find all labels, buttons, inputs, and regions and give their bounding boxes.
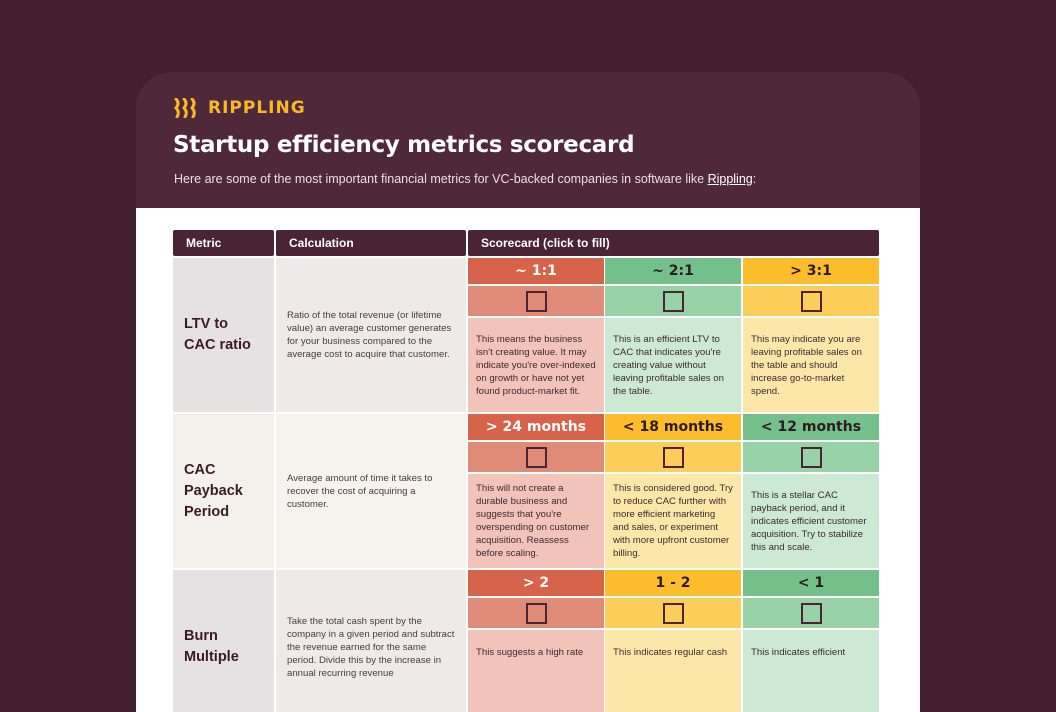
card-header: RIPPLING Startup efficiency metrics scor… bbox=[136, 72, 920, 208]
score-description: This indicates regular cash bbox=[605, 630, 741, 712]
score-checkbox[interactable] bbox=[525, 290, 547, 312]
score-checkbox[interactable] bbox=[662, 290, 684, 312]
score-threshold-label: > 2 bbox=[468, 570, 604, 596]
score-threshold-label: < 12 months bbox=[743, 414, 879, 440]
score-checkbox-cell[interactable] bbox=[605, 286, 741, 316]
metric-calculation: Ratio of the total revenue (or lifetime … bbox=[276, 258, 466, 412]
score-checkbox[interactable] bbox=[662, 602, 684, 624]
score-threshold-label: 1 - 2 bbox=[605, 570, 741, 596]
score-threshold-label: < 1 bbox=[743, 570, 879, 596]
score-checkbox[interactable] bbox=[800, 290, 822, 312]
score-threshold-label: < 18 months bbox=[605, 414, 741, 440]
score-description: This will not create a durable business … bbox=[468, 474, 604, 568]
score-threshold-label: ~ 2:1 bbox=[605, 258, 741, 284]
subtitle-suffix: : bbox=[752, 172, 757, 186]
page-title: Startup efficiency metrics scorecard bbox=[173, 132, 635, 158]
metric-name: Burn Multiple bbox=[173, 570, 274, 712]
metric-name: CAC Payback Period bbox=[173, 414, 274, 568]
score-checkbox[interactable] bbox=[800, 446, 822, 468]
score-description: This is a stellar CAC payback period, an… bbox=[743, 474, 879, 568]
header-metric: Metric bbox=[173, 230, 274, 256]
score-description: This suggests a high rate bbox=[468, 630, 604, 712]
metric-calculation: Take the total cash spent by the company… bbox=[276, 570, 466, 712]
score-checkbox-cell[interactable] bbox=[743, 286, 879, 316]
score-description: This may indicate you are leaving profit… bbox=[743, 318, 879, 412]
metric-calculation: Average amount of time it takes to recov… bbox=[276, 414, 466, 568]
score-threshold-label: > 3:1 bbox=[743, 258, 879, 284]
header-calculation: Calculation bbox=[276, 230, 466, 256]
rippling-link[interactable]: Rippling bbox=[707, 172, 753, 186]
rippling-logo-icon bbox=[174, 98, 196, 118]
score-checkbox-cell[interactable] bbox=[605, 598, 741, 628]
subtitle-text: Here are some of the most important fina… bbox=[174, 172, 708, 186]
score-checkbox-cell[interactable] bbox=[743, 442, 879, 472]
score-checkbox[interactable] bbox=[525, 602, 547, 624]
score-checkbox-cell[interactable] bbox=[605, 442, 741, 472]
score-description: This is an efficient LTV to CAC that ind… bbox=[605, 318, 741, 412]
score-checkbox[interactable] bbox=[800, 602, 822, 624]
brand-logo: RIPPLING bbox=[174, 98, 306, 118]
header-scorecard: Scorecard (click to fill) bbox=[468, 230, 879, 256]
metric-name: LTV to CAC ratio bbox=[173, 258, 274, 412]
score-checkbox-cell[interactable] bbox=[468, 442, 604, 472]
score-checkbox-cell[interactable] bbox=[468, 286, 604, 316]
score-checkbox-cell[interactable] bbox=[743, 598, 879, 628]
brand-name: RIPPLING bbox=[208, 98, 306, 118]
card-body: Metric Calculation Scorecard (click to f… bbox=[136, 208, 920, 712]
score-checkbox[interactable] bbox=[662, 446, 684, 468]
page-subtitle: Here are some of the most important fina… bbox=[174, 172, 756, 186]
score-threshold-label: > 24 months bbox=[468, 414, 604, 440]
score-checkbox-cell[interactable] bbox=[468, 598, 604, 628]
score-threshold-label: ~ 1:1 bbox=[468, 258, 604, 284]
scorecard-card: RIPPLING Startup efficiency metrics scor… bbox=[136, 72, 920, 712]
score-description: This is considered good. Try to reduce C… bbox=[605, 474, 741, 568]
score-checkbox[interactable] bbox=[525, 446, 547, 468]
score-description: This indicates efficient bbox=[743, 630, 879, 712]
score-description: This means the business isn't creating v… bbox=[468, 318, 604, 412]
